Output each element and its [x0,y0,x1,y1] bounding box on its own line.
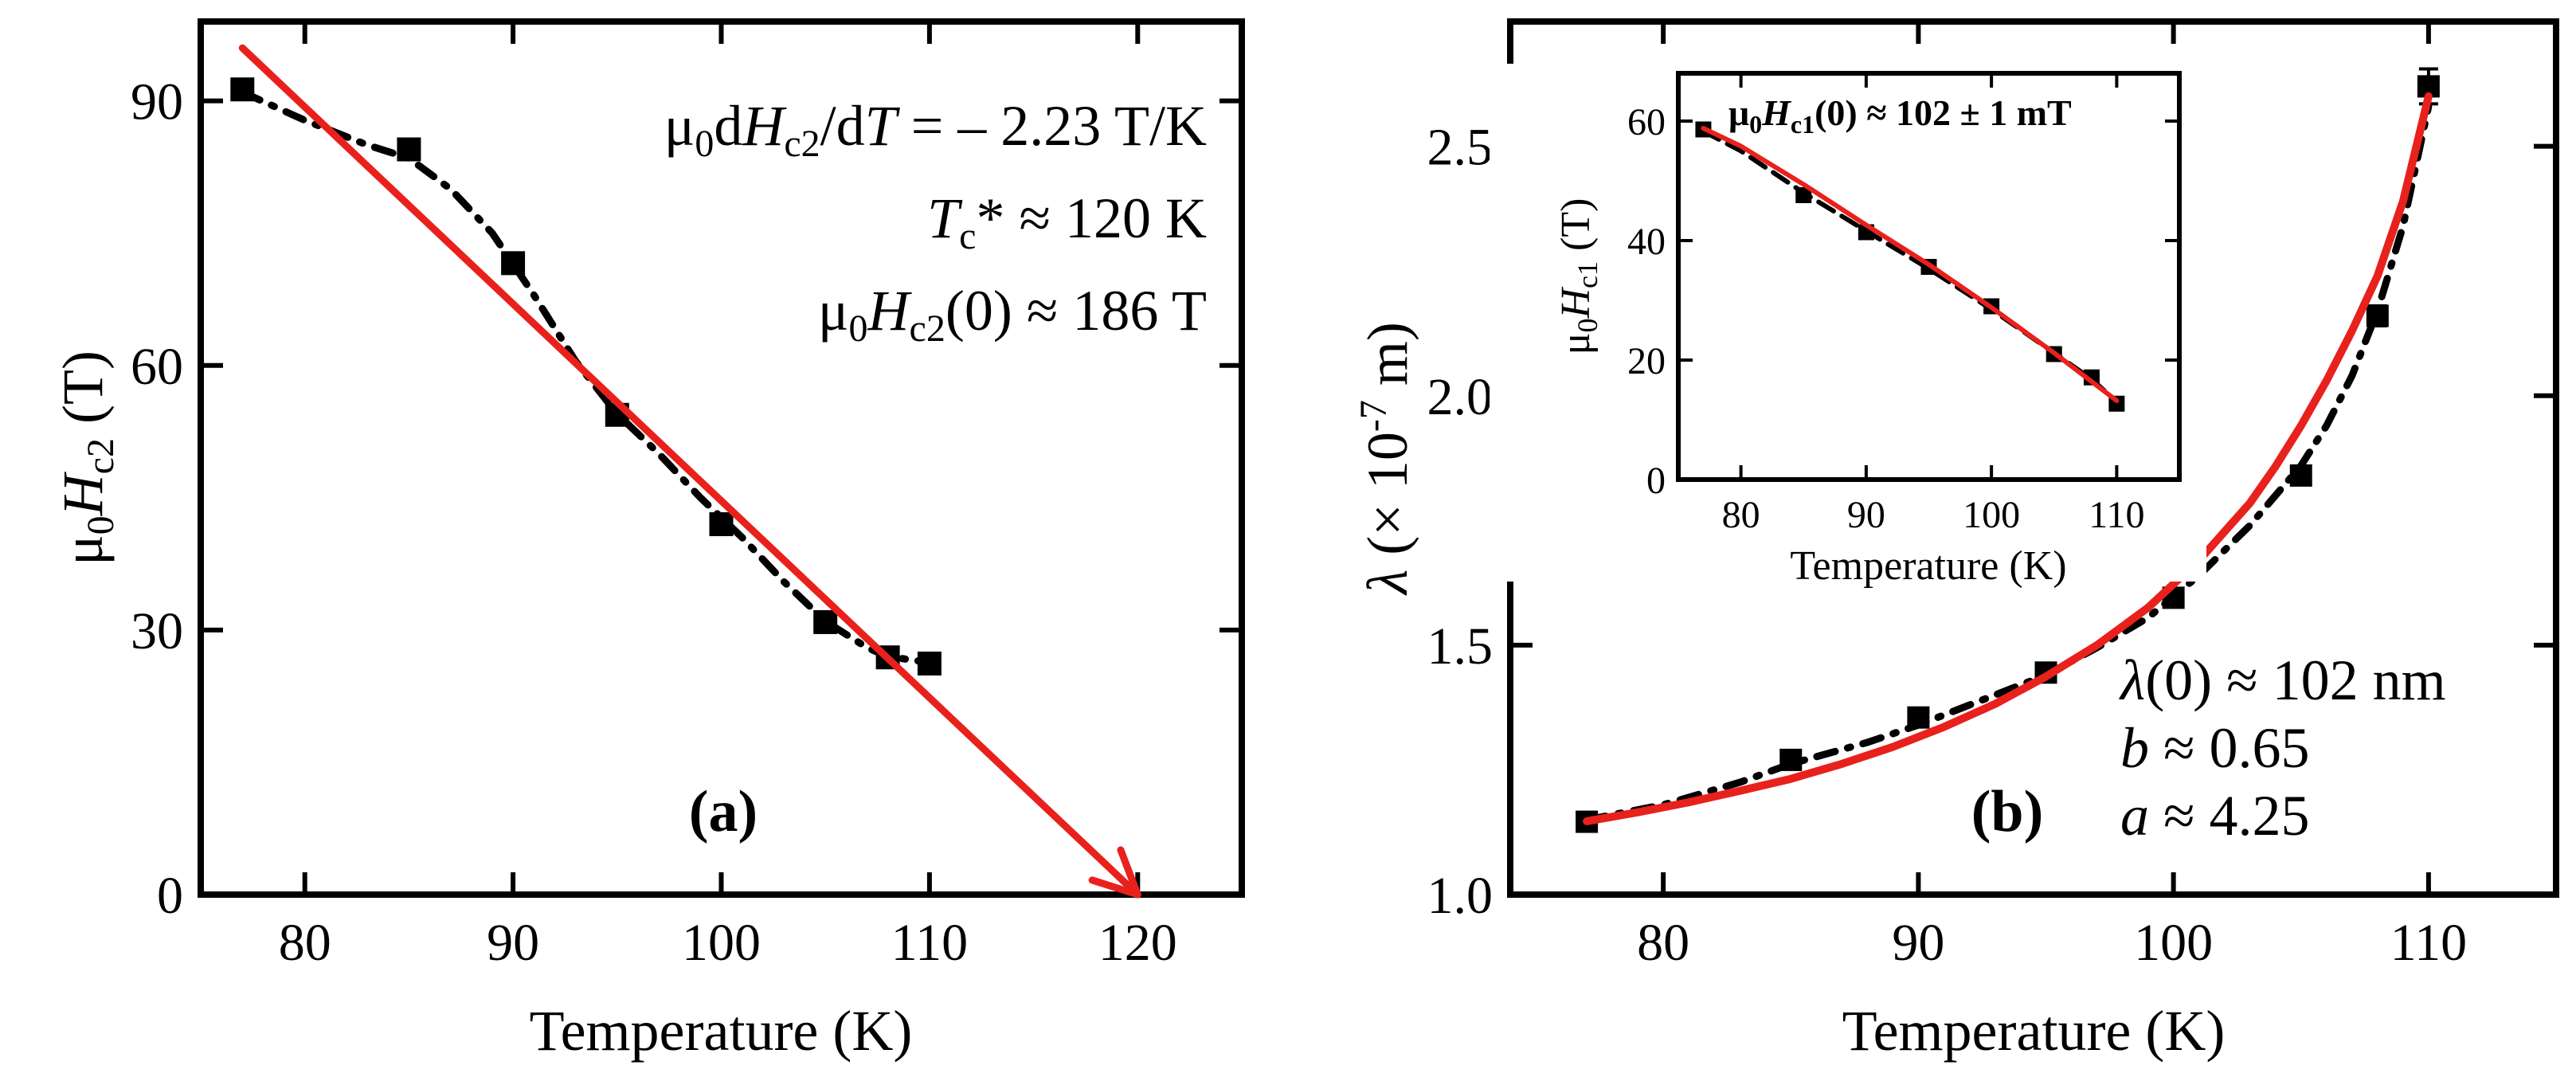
y-tick-label: 40 [1627,221,1666,263]
y-tick-label: 2.5 [1427,119,1494,177]
x-tick-label: 100 [1963,494,2020,536]
panel-b-inset: 80 90 100 110 0 20 40 60 Temperature (K) μ0Hc1… [1490,64,2206,589]
inset-frame [1676,71,2182,482]
x-tick-label: 110 [2089,494,2144,536]
y-tick-label: 2.0 [1427,368,1494,426]
y-tick-label: 20 [1627,340,1666,382]
panel-b-lambda0-annotation: λ(0) ≈ 102 nm [2119,648,2446,712]
inset-x-axis-label: Temperature (K) [1790,543,2066,589]
y-tick-label: 60 [1627,101,1666,143]
panel-a-tc-annotation: Tc* ≈ 120 K [927,186,1207,257]
panel-a: 80 90 100 110 120 0 30 60 90 Temperature (K) μ0… [51,18,1245,1063]
x-tick-label: 80 [1637,914,1689,972]
extrapolation-arrow-head [1088,846,1141,899]
panel-a-hc0-annotation: μ0Hc2(0) ≈ 186 T [818,279,1207,350]
y-tick-label: 90 [131,73,183,131]
panel-b: 80 90 100 110 1.01.52.02.5 Temperature (K) … [1353,18,2559,1063]
panel-a-y-axis-label: μ0Hc2 (T) [51,351,122,566]
panel-a-label: (a) [689,779,758,844]
y-tick-label: 0 [1646,460,1666,502]
panel-a-y-ticks: 0 30 60 90 [131,73,1242,925]
fit-curve-red [1583,92,2433,825]
y-tick-label: 1.0 [1427,867,1494,925]
panel-a-x-axis-label: Temperature (K) [530,999,913,1063]
x-tick-label: 90 [1847,494,1885,536]
panel-b-label: (b) [1971,779,2043,844]
x-tick-label: 110 [2390,914,2468,972]
inset-title: μ0Hc1(0) ≈ 102 ± 1 mT [1728,92,2072,139]
x-tick-label: 90 [487,914,539,972]
x-tick-label: 120 [1098,914,1177,972]
extrapolation-arrow-line [238,44,1141,899]
x-tick-label: 100 [2134,914,2213,972]
fit-curve-red [1701,126,2120,403]
panel-b-y-axis-label: λ (× 10-7 m) [1353,322,1419,596]
panel-b-series [1576,67,2440,833]
x-tick-label: 90 [1892,914,1944,972]
inset-x-ticks: 80 90 100 110 [1722,73,2144,536]
inset-y-axis-label: μ0Hc1 (T) [1553,198,1603,355]
y-tick-label: 0 [157,867,183,925]
panel-b-b-annotation: b ≈ 0.65 [2120,716,2310,780]
panel-b-x-ticks: 80 90 100 110 [1637,22,2467,972]
y-tick-label: 30 [131,602,183,660]
panel-a-x-ticks: 80 90 100 110 120 [279,22,1177,972]
x-tick-label: 100 [682,914,761,972]
fit-curve-dashdot [1583,103,2433,824]
panel-a-series [230,44,1141,899]
panel-b-y-ticks: 1.0 1.5 2.0 2.5 [1427,119,2556,925]
inset-series [1695,121,2125,412]
y-tick-label: 60 [131,338,183,396]
x-tick-label: 110 [891,914,969,972]
fit-curve-dashdot [238,88,934,667]
x-tick-label: 80 [279,914,331,972]
panel-a-slope-annotation: μ0dHc2/dT = – 2.23 T/K [664,94,1207,165]
y-tick-label: 1.5 [1427,617,1494,676]
x-tick-label: 80 [1722,494,1760,536]
panel-b-a-annotation: a ≈ 4.25 [2120,784,2310,848]
inset-y-ticks: 0 20 40 60 [1627,101,2179,502]
panel-b-x-axis-label: Temperature (K) [1842,999,2226,1063]
